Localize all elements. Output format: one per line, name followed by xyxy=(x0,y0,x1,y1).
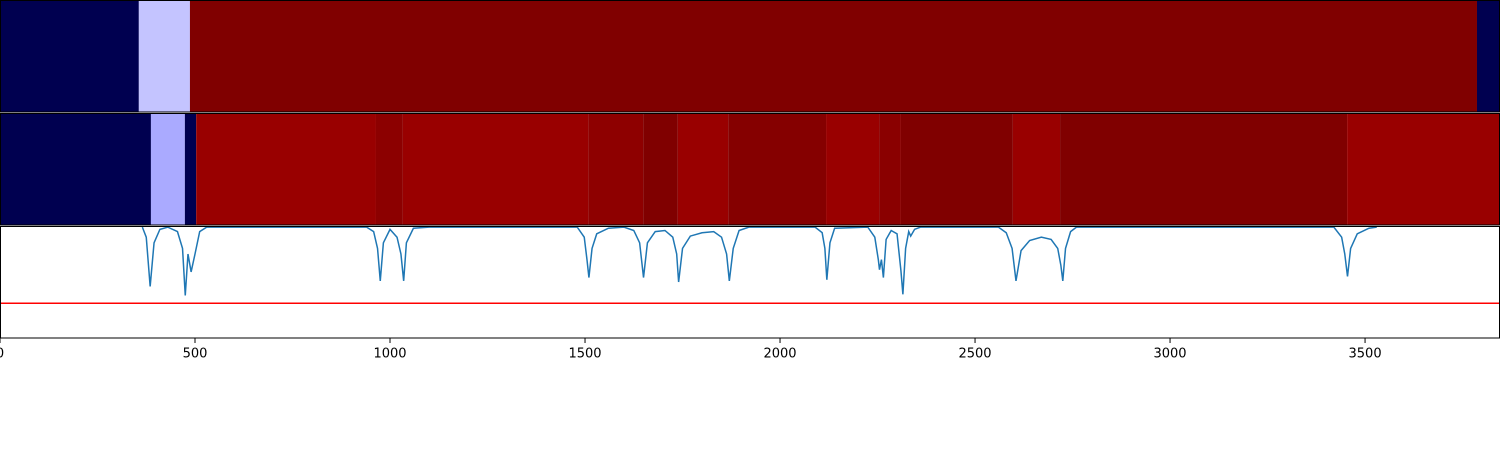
x-tick-label: 3500 xyxy=(1349,347,1382,362)
strip-segment xyxy=(900,113,1013,225)
x-tick-label: 0 xyxy=(0,347,4,362)
strip-segment xyxy=(677,113,729,225)
strip-segment xyxy=(643,113,678,225)
series-line xyxy=(141,226,1377,296)
strip-segment xyxy=(588,113,644,225)
strip-segment xyxy=(0,113,151,225)
strip-segment xyxy=(826,113,880,225)
panel-frame xyxy=(0,226,1500,339)
x-tick-label: 1000 xyxy=(373,347,406,362)
strip-segment xyxy=(1347,113,1500,225)
strip-segment xyxy=(138,0,190,112)
strip-segment xyxy=(184,113,197,225)
strip-segment xyxy=(879,113,901,225)
strip-segment xyxy=(1060,113,1348,225)
strip-segment xyxy=(150,113,185,225)
x-tick-label: 500 xyxy=(183,347,208,362)
x-tick-label: 2000 xyxy=(763,347,796,362)
strip-segment xyxy=(189,0,1477,112)
strip-segment xyxy=(375,113,403,225)
strip-segment xyxy=(728,113,827,225)
strip-segment xyxy=(196,113,376,225)
x-tick-label: 3000 xyxy=(1153,347,1186,362)
strip-segment xyxy=(1012,113,1061,225)
strip-segment xyxy=(1476,0,1500,112)
strip-segment xyxy=(0,0,139,112)
x-tick-label: 1500 xyxy=(568,347,601,362)
strip-segment xyxy=(402,113,589,225)
x-tick-label: 2500 xyxy=(958,347,991,362)
